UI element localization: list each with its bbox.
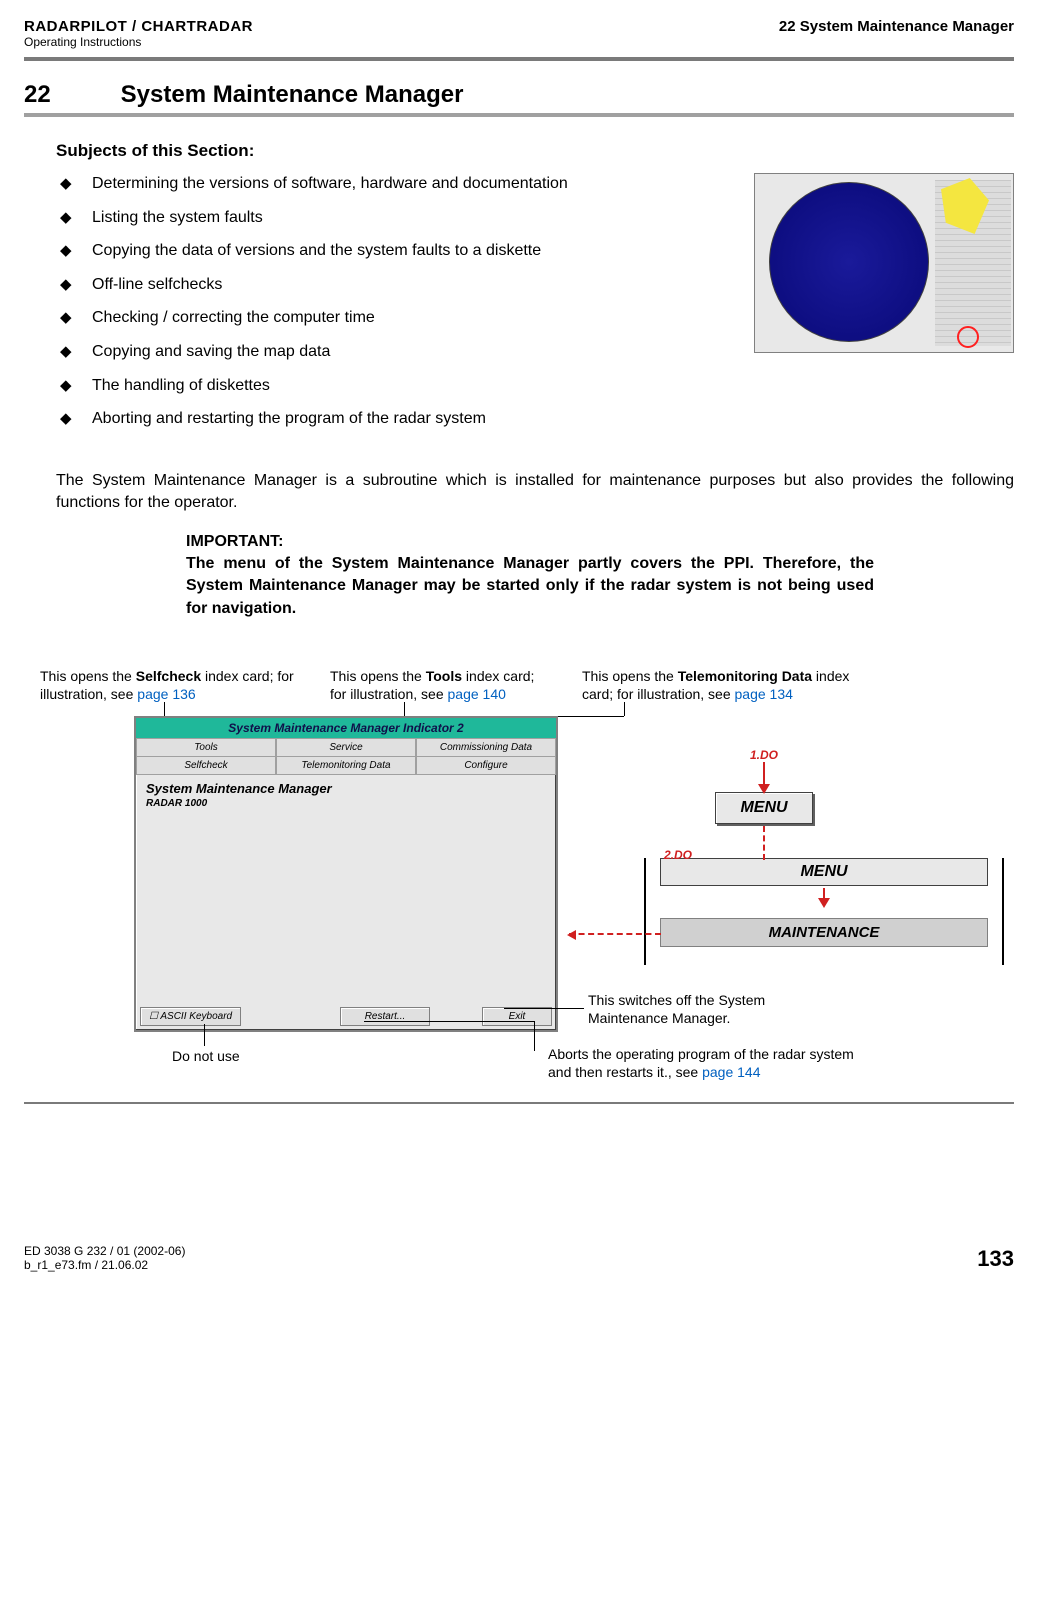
- footer-filename: b_r1_e73.fm / 21.06.02: [24, 1258, 185, 1272]
- divider: [24, 113, 1014, 117]
- tab-service[interactable]: Service: [276, 738, 416, 756]
- leader-line: [534, 1021, 535, 1051]
- page-link[interactable]: page 140: [448, 686, 506, 702]
- tab-selfcheck[interactable]: Selfcheck: [136, 756, 276, 774]
- callout-switch-off: This switches off the System Maintenance…: [588, 992, 848, 1027]
- leader-line: [204, 1024, 205, 1046]
- tab-tools[interactable]: Tools: [136, 738, 276, 756]
- figure-area: This opens the Selfcheck index card; for…: [24, 668, 1014, 1098]
- list-item: Determining the versions of software, ha…: [56, 173, 724, 195]
- product-name: RADARPILOT / CHARTRADAR: [24, 18, 253, 35]
- chapter-name: System Maintenance Manager: [121, 81, 464, 108]
- dialog-body: System Maintenance Manager RADAR 1000: [136, 774, 556, 815]
- radar-screenshot: [754, 173, 1014, 353]
- intro-paragraph: The System Maintenance Manager is a subr…: [56, 470, 1014, 515]
- page-link[interactable]: page 144: [702, 1064, 760, 1080]
- list-item: Copying the data of versions and the sys…: [56, 240, 724, 262]
- leader-line: [624, 702, 625, 716]
- page-footer: ED 3038 G 232 / 01 (2002-06) b_r1_e73.fm…: [24, 1244, 1014, 1272]
- tab-commissioning-data[interactable]: Commissioning Data: [416, 738, 556, 756]
- tab-row-1: Tools Service Commissioning Data: [136, 738, 556, 756]
- red-highlight-circle: [957, 326, 979, 348]
- footer-doc-id: ED 3038 G 232 / 01 (2002-06): [24, 1244, 185, 1258]
- list-item: Aborting and restarting the program of t…: [56, 408, 724, 430]
- arrow-left-dashed-icon: [569, 933, 661, 935]
- page-link[interactable]: page 136: [137, 686, 195, 702]
- restart-button[interactable]: Restart...: [340, 1007, 430, 1026]
- important-note: IMPORTANT: The menu of the System Mainte…: [186, 531, 874, 621]
- menu-sequence: 1.DO MENU 2.DO MENU MAINTENANCE: [644, 748, 1004, 965]
- dialog-title: System Maintenance Manager Indicator 2: [136, 718, 556, 738]
- menu-button[interactable]: MENU: [715, 792, 812, 824]
- page-link[interactable]: page 134: [735, 686, 793, 702]
- arrow-down-icon: [763, 762, 765, 792]
- callout-restart: Aborts the operating program of the rada…: [548, 1046, 878, 1081]
- callout-do-not-use: Do not use: [172, 1048, 240, 1066]
- footer-left: ED 3038 G 232 / 01 (2002-06) b_r1_e73.fm…: [24, 1244, 185, 1272]
- ascii-keyboard-button[interactable]: ASCII Keyboard: [140, 1007, 241, 1026]
- list-item: Checking / correcting the computer time: [56, 307, 724, 329]
- chapter-title: 22 System Maintenance Manager: [24, 81, 1014, 109]
- menu-panel: MENU MAINTENANCE: [644, 858, 1004, 965]
- header-left: RADARPILOT / CHARTRADAR Operating Instru…: [24, 18, 253, 49]
- callout-telemonitoring: This opens the Telemonitoring Data index…: [582, 668, 882, 703]
- chapter-number: 22: [24, 81, 114, 109]
- tab-telemonitoring-data[interactable]: Telemonitoring Data: [276, 756, 416, 774]
- dialog-button-bar: ASCII Keyboard Restart... Exit: [140, 1007, 552, 1026]
- tab-configure[interactable]: Configure: [416, 756, 556, 774]
- step-1-label: 1.DO: [704, 748, 824, 762]
- arrow-down-dashed-icon: [763, 826, 765, 860]
- list-item: Listing the system faults: [56, 207, 724, 229]
- leader-line: [504, 1008, 584, 1009]
- callout-selfcheck: This opens the Selfcheck index card; for…: [40, 668, 304, 703]
- divider: [24, 57, 1014, 61]
- subtitle: Operating Instructions: [24, 35, 253, 49]
- dialog-body-subtitle: RADAR 1000: [146, 798, 546, 809]
- exit-button[interactable]: Exit: [482, 1007, 552, 1026]
- important-label: IMPORTANT:: [186, 531, 874, 553]
- maintenance-menu-item[interactable]: MAINTENANCE: [660, 918, 988, 947]
- page-header: RADARPILOT / CHARTRADAR Operating Instru…: [24, 18, 1014, 49]
- list-item: The handling of diskettes: [56, 375, 724, 397]
- arrow-down-icon: [823, 888, 825, 906]
- subjects-heading: Subjects of this Section:: [56, 141, 1014, 161]
- list-item: Copying and saving the map data: [56, 341, 724, 363]
- dialog-body-heading: System Maintenance Manager: [146, 781, 546, 796]
- subjects-list: Determining the versions of software, ha…: [56, 173, 724, 430]
- leader-line: [364, 1021, 534, 1022]
- important-text: The menu of the System Maintenance Manag…: [186, 555, 874, 617]
- radar-ppi-scope: [769, 182, 929, 342]
- header-right: 22 System Maintenance Manager: [779, 18, 1014, 35]
- smm-dialog-window: System Maintenance Manager Indicator 2 T…: [134, 716, 558, 1032]
- tab-row-2: Selfcheck Telemonitoring Data Configure: [136, 756, 556, 774]
- divider: [24, 1102, 1014, 1104]
- list-item: Off-line selfchecks: [56, 274, 724, 296]
- menu-panel-title: MENU: [660, 858, 988, 886]
- page-number: 133: [977, 1246, 1014, 1272]
- step-2-label: 2.DO: [664, 848, 692, 862]
- callout-tools: This opens the Tools index card; for ill…: [330, 668, 554, 703]
